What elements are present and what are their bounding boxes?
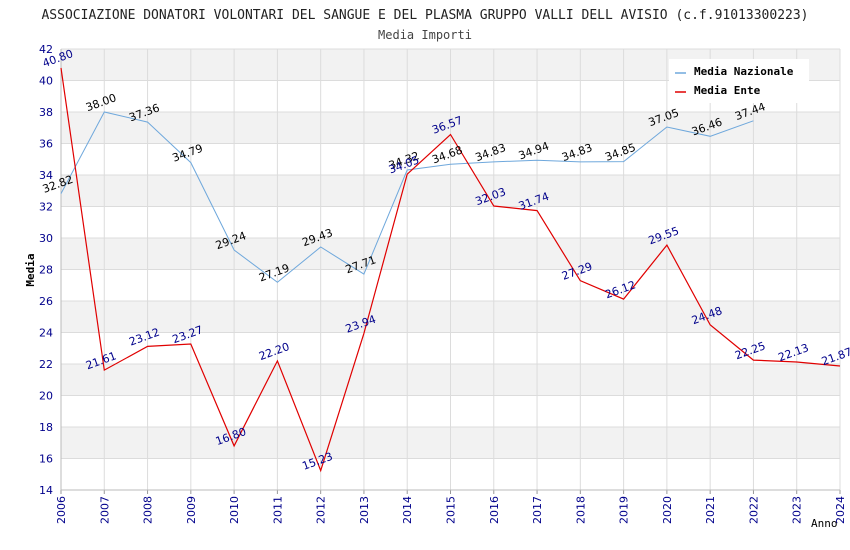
x-tick-labels: 2006 2007 2008 2009 2010 2011 2012 2013 2014 2015…	[55, 496, 847, 524]
data-label: 38.00	[84, 91, 118, 114]
x-tick-label: 2024	[834, 496, 847, 524]
y-tick-label: 38	[39, 106, 53, 119]
x-tick-label: 2009	[185, 496, 198, 524]
y-tick-label: 16	[39, 453, 53, 466]
x-tick-label: 2021	[704, 496, 717, 524]
data-label: 34.83	[560, 141, 594, 164]
x-tick-label: 2007	[98, 496, 111, 524]
legend-box	[669, 59, 809, 103]
series-line-media-ente	[60, 67, 841, 473]
y-tick-label: 18	[39, 421, 53, 434]
series-line-media-nazionale	[60, 111, 754, 283]
x-tick-label: 2023	[791, 496, 804, 524]
x-tick-label: 2017	[531, 496, 544, 524]
y-tick-label: 42	[39, 43, 53, 56]
y-tick-label: 28	[39, 264, 53, 277]
legend-label-media-nazionale: Media Nazionale	[694, 65, 794, 78]
x-tick-label: 2011	[271, 496, 284, 524]
x-axis-label: Anno	[811, 517, 838, 530]
data-label: 22.20	[257, 340, 291, 363]
x-tick-label: 2014	[401, 496, 414, 524]
y-axis-label: Media	[24, 253, 37, 286]
data-label: 34.83	[474, 141, 508, 164]
y-tick-label: 20	[39, 390, 53, 403]
x-tick-label: 2010	[228, 496, 241, 524]
y-tick-label: 24	[39, 327, 53, 340]
axes	[60, 49, 841, 494]
x-tick-label: 2012	[315, 496, 328, 524]
y-tick-label: 34	[39, 169, 53, 182]
x-tick-label: 2019	[618, 496, 631, 524]
y-tick-label: 36	[39, 138, 53, 151]
x-tick-label: 2020	[661, 496, 674, 524]
chart-title: ASSOCIAZIONE DONATORI VOLONTARI DEL SANG…	[41, 8, 808, 23]
y-tick-labels: 14 16 18 20 22 24 26 28 30 32 34 36 38 40 42	[39, 43, 53, 497]
x-tick-label: 2018	[574, 496, 587, 524]
data-label: 22.25	[733, 339, 767, 362]
chart-subtitle: Media Importi	[378, 28, 472, 42]
x-tick-label: 2016	[488, 496, 501, 524]
data-label: 34.85	[603, 141, 637, 164]
x-tick-label: 2013	[358, 496, 371, 524]
series-lines	[60, 67, 841, 473]
legend-label-media-ente: Media Ente	[694, 84, 761, 97]
x-tick-label: 2022	[747, 496, 760, 524]
y-tick-label: 32	[39, 201, 53, 214]
x-tick-label: 2015	[445, 496, 458, 524]
y-tick-label: 14	[39, 484, 53, 497]
y-tick-label: 26	[39, 295, 53, 308]
data-label: 22.13	[777, 341, 811, 364]
x-tick-label: 2006	[55, 496, 68, 524]
y-tick-label: 22	[39, 358, 53, 371]
legend: Media Nazionale Media Ente	[669, 59, 809, 103]
data-label: 34.68	[430, 144, 464, 167]
data-label: 34.79	[171, 142, 205, 165]
y-tick-label: 40	[39, 75, 53, 88]
x-tick-label: 2008	[142, 496, 155, 524]
y-tick-label: 30	[39, 232, 53, 245]
